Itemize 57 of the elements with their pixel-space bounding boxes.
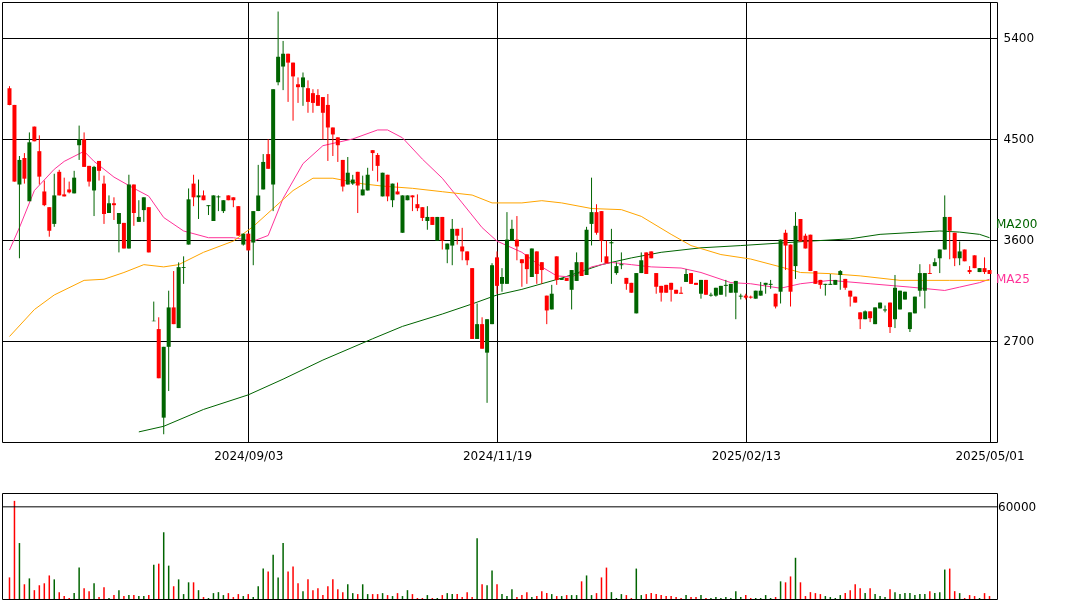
candlestick [370, 149, 375, 172]
candlestick [286, 53, 291, 103]
candlestick [549, 284, 554, 310]
candlestick [922, 272, 927, 309]
x-tick-label: 2024/09/03 [214, 448, 284, 463]
candlestick [460, 227, 465, 261]
candlestick [42, 180, 47, 207]
candlestick [92, 165, 97, 217]
candlestick [77, 125, 82, 161]
x-tick-label: 2025/02/13 [711, 448, 781, 463]
candlestick [57, 169, 62, 196]
line-series [8, 177, 991, 337]
candlestick [524, 253, 529, 285]
candlestick [47, 206, 52, 238]
candlestick [171, 270, 176, 325]
candlestick [957, 241, 962, 266]
candlestick [589, 177, 594, 246]
candlestick [644, 251, 649, 275]
candlestick [111, 196, 116, 221]
text: 60000 [998, 499, 1037, 514]
candlestick [296, 76, 301, 104]
candlestick [823, 283, 828, 297]
candlestick [654, 272, 659, 295]
candlestick [116, 212, 121, 253]
y-tick-label: 2700 [1003, 334, 1035, 349]
y-tick-label: 5400 [1003, 31, 1035, 46]
candlestick [440, 216, 445, 250]
line-series [8, 129, 991, 291]
x-tick-label: 2024/11/19 [462, 448, 533, 463]
candlestick [947, 216, 952, 260]
candlestick [838, 269, 843, 291]
candlestick [355, 171, 360, 214]
candlestick [883, 305, 888, 313]
candlestick [196, 179, 201, 220]
candlestick [335, 136, 340, 163]
candlestick [733, 280, 738, 320]
candlestick [301, 71, 305, 107]
y-tick-label: 4500 [1003, 132, 1035, 147]
candlestick [291, 62, 296, 122]
candlestick [554, 255, 559, 286]
candlestick [425, 205, 430, 231]
candlestick [619, 251, 624, 270]
candlestick [330, 126, 335, 157]
candlestick [385, 174, 390, 202]
candlestick [375, 152, 380, 183]
candlestick [256, 164, 261, 212]
candlestick [22, 152, 27, 185]
candlestick [475, 302, 480, 340]
candlestick [325, 93, 330, 162]
candlestick [266, 138, 271, 170]
candlestick [191, 174, 196, 207]
x-tick-label: 2025/05/01 [955, 448, 1025, 463]
candlestick [141, 196, 146, 223]
candlestick [927, 263, 932, 275]
candlestick [544, 295, 549, 325]
y-tick-label: 3600 [1003, 233, 1035, 248]
candlestick [136, 199, 141, 223]
